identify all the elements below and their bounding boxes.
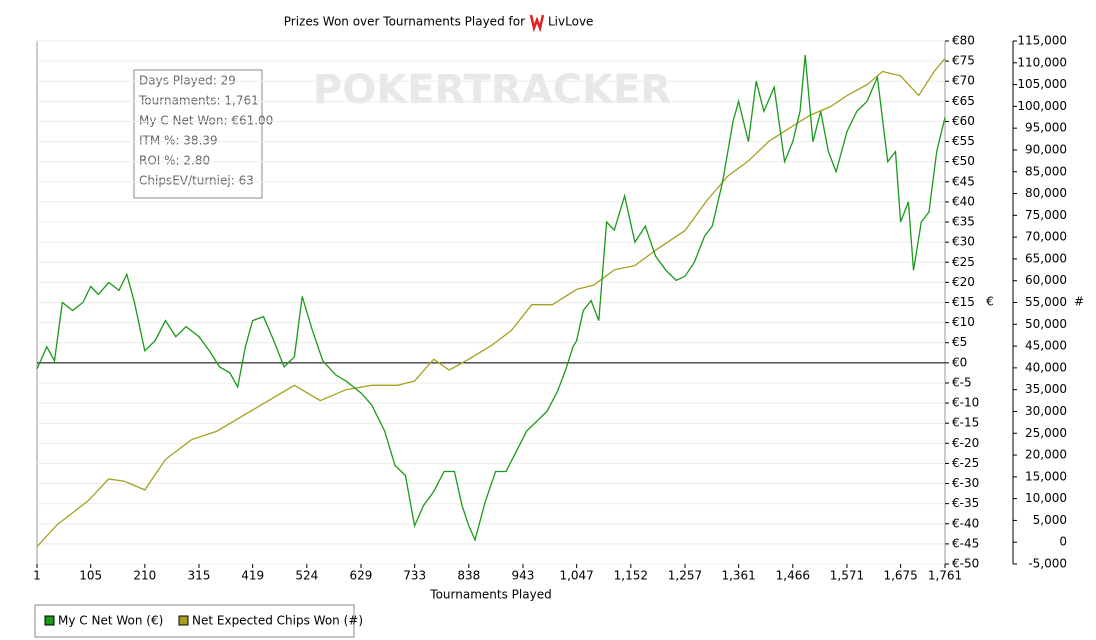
y-tick-label: €40 xyxy=(952,194,975,208)
x-tick-label: 1,257 xyxy=(668,569,702,583)
y-tick-label: €10 xyxy=(952,315,975,329)
x-tick-label: 1,761 xyxy=(928,569,962,583)
y-tick-label: €-40 xyxy=(952,516,979,530)
x-tick-label: 943 xyxy=(512,569,535,583)
y2-tick-label: 90,000 xyxy=(1025,142,1067,156)
stat-line: ITM %: 38.39 xyxy=(139,134,218,148)
y-tick-label: €-45 xyxy=(952,536,979,550)
x-tick-label: 838 xyxy=(457,569,480,583)
x-axis-label: Tournaments Played xyxy=(429,588,551,602)
y-tick-label: €30 xyxy=(952,235,975,249)
y2-tick-label: 105,000 xyxy=(1017,77,1067,91)
legend: My C Net Won (€) Net Expected Chips Won (… xyxy=(34,604,363,638)
y-tick-label: €-5 xyxy=(952,375,972,389)
y-tick-label: €70 xyxy=(952,74,975,88)
x-tick-label: 629 xyxy=(350,569,373,583)
chart-title: Prizes Won over Tournaments Played for xyxy=(284,15,525,29)
y2-tick-label: 60,000 xyxy=(1025,273,1067,287)
y2-tick-label: -5,000 xyxy=(1028,557,1067,571)
x-tick-label: 1,047 xyxy=(559,569,593,583)
series-line xyxy=(36,55,946,542)
y-tick-label: €0 xyxy=(952,355,967,369)
y2-tick-label: 10,000 xyxy=(1025,491,1067,505)
y-tick-label: €5 xyxy=(952,335,967,349)
y2-tick-label: 110,000 xyxy=(1017,55,1067,69)
y2-tick-label: 25,000 xyxy=(1025,426,1067,440)
y2-tick-label: 85,000 xyxy=(1025,164,1067,178)
x-tick-label: 1,466 xyxy=(776,569,810,583)
y-tick-label: €35 xyxy=(952,215,975,229)
x-tick-label: 1 xyxy=(33,569,41,583)
y2-tick-label: 20,000 xyxy=(1025,448,1067,462)
y-tick-label: €-25 xyxy=(952,456,979,470)
y-tick-label: €50 xyxy=(952,154,975,168)
y-tick-label: €20 xyxy=(952,275,975,289)
legend-swatch xyxy=(44,615,55,626)
x-tick-label: 210 xyxy=(133,569,156,583)
y2-tick-label: 35,000 xyxy=(1025,382,1067,396)
y-tick-label: €-30 xyxy=(952,476,979,490)
legend-frame xyxy=(34,604,355,638)
y2-tick-label: 75,000 xyxy=(1025,208,1067,222)
y2-axis-label: # xyxy=(1074,295,1084,309)
y-tick-label: €25 xyxy=(952,255,975,269)
y2-tick-label: 95,000 xyxy=(1025,121,1067,135)
y-tick-label: €-50 xyxy=(952,557,979,571)
y2-tick-label: 5,000 xyxy=(1033,513,1067,527)
y-tick-label: €-20 xyxy=(952,436,979,450)
y2-tick-label: 70,000 xyxy=(1025,230,1067,244)
y2-tick-label: 115,000 xyxy=(1017,34,1067,48)
y2-tick-label: 55,000 xyxy=(1025,295,1067,309)
x-tick-label: 1,152 xyxy=(614,569,648,583)
watermark: POKERTRACKER xyxy=(313,67,671,113)
stat-line: Tournaments: 1,761 xyxy=(138,94,259,108)
x-tick-label: 524 xyxy=(295,569,318,583)
x-tick-label: 733 xyxy=(403,569,426,583)
y-tick-label: €55 xyxy=(952,134,975,148)
y2-tick-label: 15,000 xyxy=(1025,469,1067,483)
y2-tick-label: 0 xyxy=(1059,535,1067,549)
y-tick-label: €75 xyxy=(952,54,975,68)
y2-tick-label: 40,000 xyxy=(1025,360,1067,374)
y-tick-label: €-10 xyxy=(952,396,979,410)
y2-tick-label: 50,000 xyxy=(1025,317,1067,331)
stat-line: ChipsEV/turniej: 63 xyxy=(139,174,254,188)
y2-tick-label: 45,000 xyxy=(1025,339,1067,353)
y-tick-label: €15 xyxy=(952,295,975,309)
y-tick-label: €45 xyxy=(952,174,975,188)
stat-line: My C Net Won: €61.00 xyxy=(139,114,273,128)
legend-label: My C Net Won (€) xyxy=(58,614,163,628)
y2-tick-label: 30,000 xyxy=(1025,404,1067,418)
x-tick-label: 1,675 xyxy=(883,569,917,583)
y2-tick-label: 100,000 xyxy=(1017,99,1067,113)
y-tick-label: €80 xyxy=(952,34,975,48)
x-tick-label: 105 xyxy=(79,569,102,583)
legend-label: Net Expected Chips Won (#) xyxy=(192,614,363,628)
stats-frame xyxy=(133,69,263,199)
player-name: LivLove xyxy=(548,15,593,29)
x-tick-label: 1,361 xyxy=(721,569,755,583)
y2-tick-label: 80,000 xyxy=(1025,186,1067,200)
y-tick-label: €60 xyxy=(952,114,975,128)
x-tick-label: 1,571 xyxy=(830,569,864,583)
x-tick-label: 419 xyxy=(241,569,264,583)
y-tick-label: €-15 xyxy=(952,416,979,430)
player-icon xyxy=(529,14,545,33)
stat-line: ROI %: 2.80 xyxy=(139,154,210,168)
stat-line: Days Played: 29 xyxy=(139,74,236,88)
stats-box: Days Played: 29 Tournaments: 1,761 My C Ne… xyxy=(133,69,273,199)
series-line xyxy=(36,57,946,548)
y-axis-label: € xyxy=(986,295,994,309)
x-tick-label: 315 xyxy=(188,569,211,583)
y-tick-label: €65 xyxy=(952,94,975,108)
y2-tick-label: 65,000 xyxy=(1025,251,1067,265)
legend-swatch xyxy=(178,615,189,626)
y-tick-label: €-35 xyxy=(952,496,979,510)
